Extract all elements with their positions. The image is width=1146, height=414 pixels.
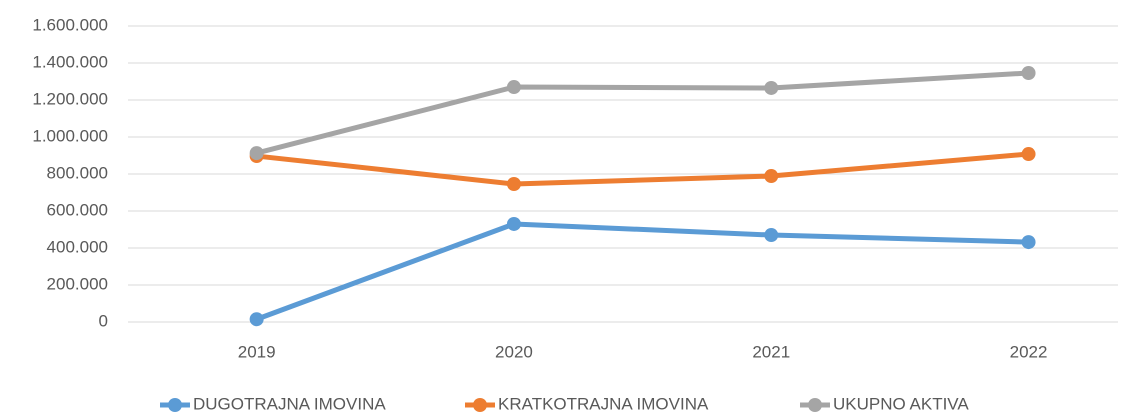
point — [1021, 235, 1036, 250]
x-tick-label: 2022 — [1010, 342, 1048, 361]
series-line — [254, 221, 1032, 322]
point — [1021, 65, 1036, 80]
legend-marker — [168, 398, 182, 412]
point — [1021, 147, 1036, 162]
point — [506, 80, 521, 95]
legend-label: KRATKOTRAJNA IMOVINA — [498, 394, 709, 413]
series-line — [254, 70, 1032, 156]
legend-marker — [808, 398, 822, 412]
y-tick-label: 400.000 — [47, 237, 108, 256]
y-tick-label: 1.600.000 — [32, 15, 108, 34]
legend-label: DUGOTRAJNA IMOVINA — [193, 394, 386, 413]
y-tick-label: 1.200.000 — [32, 89, 108, 108]
x-tick-label: 2019 — [238, 342, 276, 361]
y-tick-label: 0 — [99, 311, 108, 330]
point — [249, 146, 264, 161]
y-tick-label: 1.400.000 — [32, 52, 108, 71]
legend-label: UKUPNO AKTIVA — [833, 394, 969, 413]
x-tick-label: 2021 — [752, 342, 790, 361]
point — [249, 312, 264, 327]
point — [506, 216, 521, 231]
point — [764, 228, 779, 243]
legend-marker — [473, 398, 487, 412]
y-tick-label: 1.000.000 — [32, 126, 108, 145]
y-tick-label: 200.000 — [47, 274, 108, 293]
y-tick-label: 600.000 — [47, 200, 108, 219]
x-tick-label: 2020 — [495, 342, 533, 361]
y-tick-label: 800.000 — [47, 163, 108, 182]
point — [506, 176, 521, 191]
point — [764, 80, 779, 95]
series-line — [254, 151, 1032, 187]
point — [764, 169, 779, 184]
